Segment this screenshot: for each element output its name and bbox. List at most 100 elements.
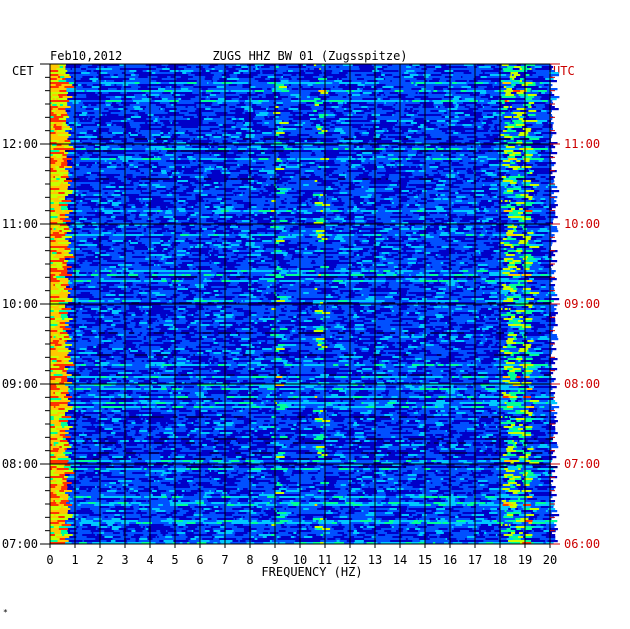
heatmap-cell xyxy=(297,132,304,135)
heatmap-cell xyxy=(252,122,258,125)
heatmap-cell xyxy=(252,160,257,163)
heatmap-cell xyxy=(426,120,430,123)
heatmap-cell xyxy=(301,88,310,91)
heatmap-cell xyxy=(276,160,283,163)
heatmap-cell xyxy=(525,70,528,73)
heatmap-cell xyxy=(422,152,426,155)
heatmap-cell xyxy=(277,138,287,141)
heatmap-cell xyxy=(89,156,95,159)
heatmap-cell xyxy=(455,124,463,127)
heatmap-cell xyxy=(326,98,332,101)
heatmap-cell xyxy=(172,120,181,123)
heatmap-cell xyxy=(374,82,380,85)
heatmap-cell xyxy=(58,118,61,121)
heatmap-cell xyxy=(450,162,453,165)
heatmap-cell xyxy=(348,148,355,151)
heatmap-cell xyxy=(231,148,236,151)
heatmap-cell xyxy=(362,98,371,101)
heatmap-cell xyxy=(497,172,507,175)
heatmap-cell xyxy=(200,130,204,133)
heatmap-cell xyxy=(162,130,171,133)
heatmap-cell xyxy=(134,150,136,153)
heatmap-cell xyxy=(543,124,553,127)
heatmap-cell xyxy=(334,64,339,67)
heatmap-cell xyxy=(160,134,165,137)
heatmap-cell xyxy=(485,68,489,71)
heatmap-cell xyxy=(302,86,311,89)
heatmap-cell xyxy=(277,98,283,101)
heatmap-cell xyxy=(209,152,212,155)
heatmap-cell xyxy=(483,124,489,127)
heatmap-cell xyxy=(414,70,418,73)
heatmap-cell xyxy=(396,120,400,123)
heatmap-cell xyxy=(80,106,83,109)
heatmap-cell xyxy=(378,74,382,77)
heatmap-cell xyxy=(507,98,512,101)
heatmap-cell xyxy=(123,118,128,121)
heatmap-cell xyxy=(492,96,502,99)
heatmap-cell xyxy=(361,164,371,167)
heatmap-cell xyxy=(541,124,544,127)
heatmap-cell xyxy=(155,114,163,117)
heatmap-cell xyxy=(71,128,82,131)
heatmap-cell xyxy=(65,66,74,69)
heatmap-cell xyxy=(266,130,273,133)
heatmap-cell xyxy=(154,132,161,135)
heatmap-cell xyxy=(445,164,452,167)
heatmap-cell xyxy=(207,138,210,141)
heatmap-cell xyxy=(100,120,106,123)
heatmap-cell xyxy=(407,158,412,161)
heatmap-cell xyxy=(442,134,451,137)
heatmap-cell xyxy=(228,72,235,75)
heatmap-cell xyxy=(500,120,503,123)
heatmap-cell xyxy=(245,100,253,103)
heatmap-cell xyxy=(196,106,207,109)
heatmap-cell xyxy=(187,124,195,127)
heatmap-cell xyxy=(369,84,377,87)
heatmap-cell xyxy=(184,166,187,169)
heatmap-cell xyxy=(532,86,540,89)
heatmap-cell xyxy=(142,94,147,97)
heatmap-cell xyxy=(429,130,438,133)
heatmap-cell xyxy=(532,66,536,69)
heatmap-cell xyxy=(60,118,67,121)
heatmap-cell xyxy=(309,96,319,99)
heatmap-cell xyxy=(406,142,416,145)
heatmap-cell xyxy=(130,128,137,131)
heatmap-cell xyxy=(186,102,191,105)
heatmap-cell xyxy=(330,126,336,129)
heatmap-cell xyxy=(403,164,412,167)
heatmap-cell xyxy=(477,66,480,69)
heatmap-cell xyxy=(466,102,472,105)
heatmap-cell xyxy=(356,90,363,93)
heatmap-cell xyxy=(132,148,137,151)
heatmap-cell xyxy=(460,146,463,149)
heatmap-cell xyxy=(150,94,160,97)
heatmap-cell xyxy=(70,142,76,145)
heatmap-cell xyxy=(94,144,101,147)
heatmap-cell xyxy=(406,124,414,127)
heatmap-cell xyxy=(308,100,318,103)
heatmap-cell xyxy=(541,96,550,99)
heatmap-cell xyxy=(165,116,171,119)
heatmap-cell xyxy=(340,70,343,73)
heatmap-cell xyxy=(502,82,512,85)
heatmap-cell xyxy=(267,116,270,119)
heatmap-cell xyxy=(288,84,292,87)
heatmap-cell xyxy=(538,128,543,131)
heatmap-cell xyxy=(371,120,381,123)
heatmap-cell xyxy=(525,142,534,145)
heatmap-cell xyxy=(542,114,547,117)
heatmap-cell xyxy=(76,126,84,129)
heatmap-cell xyxy=(353,84,359,87)
heatmap-cell xyxy=(113,74,119,77)
heatmap-cell xyxy=(181,170,185,173)
heatmap-cell xyxy=(416,76,425,79)
heatmap-cell xyxy=(160,82,170,85)
heatmap-cell xyxy=(353,140,364,143)
heatmap-cell xyxy=(368,76,375,79)
heatmap-cell xyxy=(437,144,440,147)
heatmap-cell xyxy=(109,162,113,165)
heatmap-cell xyxy=(237,90,246,93)
heatmap-cell xyxy=(424,72,434,75)
